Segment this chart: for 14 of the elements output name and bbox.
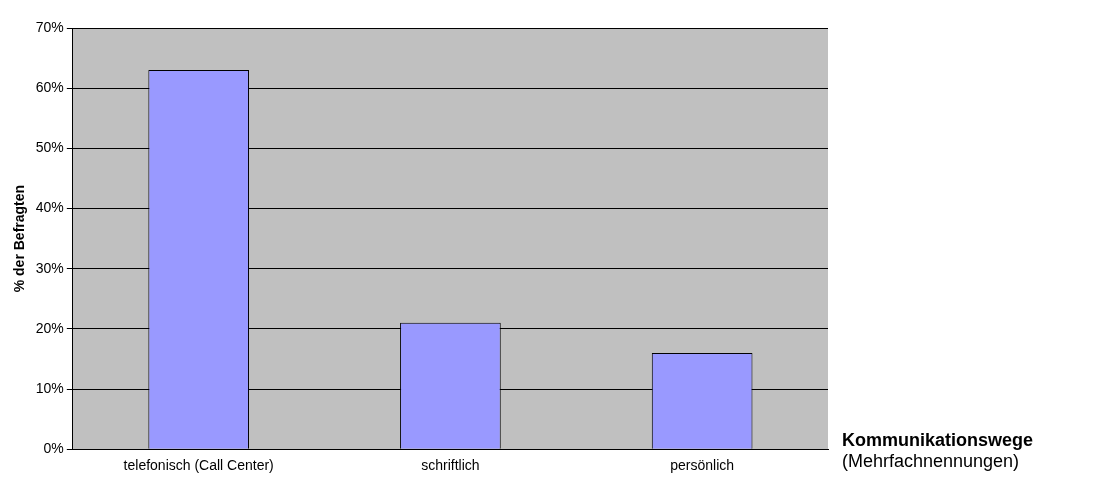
y-tick-label: 10% xyxy=(35,379,64,396)
x-tick-label: telefonisch (Call Center) xyxy=(123,457,274,474)
x-tick-label: persönlich xyxy=(670,457,735,474)
x-tick-label: schriftlich xyxy=(421,457,480,474)
y-tick-label: 20% xyxy=(35,319,64,336)
y-tick-label: 0% xyxy=(43,440,64,457)
y-tick-label: 50% xyxy=(35,139,64,156)
y-tick-label: 60% xyxy=(35,79,64,96)
text: (Mehrfachnennungen) xyxy=(842,451,1021,472)
y-tick-label: 30% xyxy=(35,259,64,276)
x-axis-title: Kommunikationswege xyxy=(842,430,1034,451)
y-tick-label: 70% xyxy=(35,18,64,35)
y-axis-title: % der Befragten xyxy=(11,184,28,293)
y-tick-label: 40% xyxy=(35,199,64,216)
